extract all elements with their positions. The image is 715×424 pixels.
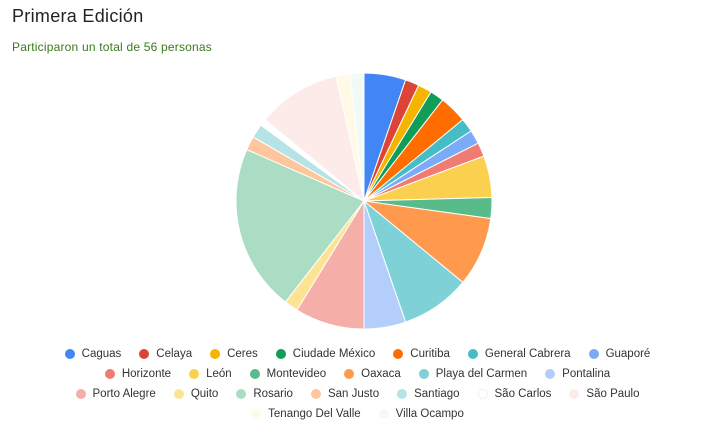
legend-label: São Paulo [586,388,640,400]
legend-label: Tenango Del Valle [268,408,361,420]
legend-swatch [310,389,321,399]
legend-swatch [569,389,580,399]
legend-item-leon[interactable]: León [189,368,232,380]
legend-label: General Cabrera [484,348,571,360]
legend-swatch [378,409,389,419]
legend-swatch [344,369,355,379]
legend-swatch [210,349,221,359]
legend-item-quito[interactable]: Quito [173,388,219,400]
chart-title: Primera Edición [12,6,144,26]
legend-item-general-cabrera[interactable]: General Cabrera [467,348,571,360]
legend-label: Pontalina [562,368,611,380]
legend-item-sao-paulo[interactable]: São Paulo [569,388,639,400]
legend-item-santiago[interactable]: Santiago [397,388,460,400]
legend-item-san-justo[interactable]: San Justo [310,388,380,400]
legend-swatch [75,389,86,399]
legend-label: Horizonte [121,368,172,380]
legend-item-oaxaca[interactable]: Oaxaca [344,368,401,380]
legend-label: Rosario [253,388,293,400]
legend-item-celaya[interactable]: Celaya [139,348,192,360]
legend-label: Ceres [227,348,258,360]
legend-label: Caguas [81,348,122,360]
legend-swatch [189,369,200,379]
legend-row: Horizonte León Montevideo Oaxaca Playa del C… [0,364,715,384]
legend-swatch [139,349,150,359]
legend-item-ciudade-mexico[interactable]: Ciudade México [275,348,376,360]
legend-swatch [251,409,262,419]
legend-swatch [477,389,488,399]
legend-item-montevideo[interactable]: Montevideo [249,368,327,380]
legend-swatch [64,349,75,359]
legend-swatch [104,369,115,379]
legend-item-caguas[interactable]: Caguas [64,348,122,360]
legend-label: Santiago [414,388,460,400]
legend-swatch [588,349,599,359]
legend-item-villa-ocampo[interactable]: Villa Ocampo [378,408,464,420]
legend-swatch [275,349,286,359]
legend-item-tenango-del-valle[interactable]: Tenango Del Valle [251,408,361,420]
pie-slice-sao-paulo[interactable] [264,75,365,203]
legend-item-horizonte[interactable]: Horizonte [104,368,172,380]
legend-item-curitiba[interactable]: Curitiba [393,348,450,360]
legend-label: Porto Alegre [92,388,156,400]
legend-swatch [236,389,247,399]
legend-item-porto-alegre[interactable]: Porto Alegre [75,388,156,400]
legend-label: Villa Ocampo [395,408,464,420]
legend-label: Quito [190,388,219,400]
legend-row: Tenango Del Valle Villa Ocampo [0,404,715,424]
legend-label: Celaya [156,348,193,360]
legend-item-guapore[interactable]: Guaporé [588,348,651,360]
legend-swatch [173,389,184,399]
legend-label: Guaporé [605,348,651,360]
legend-swatch [545,369,556,379]
legend-item-playa-del-carmen[interactable]: Playa del Carmen [418,368,528,380]
legend-swatch [249,369,260,379]
legend-item-ceres[interactable]: Ceres [210,348,258,360]
legend-row: Caguas Celaya Ceres Ciudade México Curitiba G… [0,344,715,364]
legend-label: Montevideo [266,368,327,380]
legend-item-rosario[interactable]: Rosario [236,388,293,400]
pie-slice-villa-ocampo[interactable] [349,72,365,202]
legend-swatch [397,389,408,399]
pie-slice-rosario[interactable] [235,148,365,303]
legend-item-pontalina[interactable]: Pontalina [545,368,610,380]
legend-label: São Carlos [494,388,552,400]
chart-subtitle: Participaron un total de 56 personas [12,40,212,54]
chart-legend: Caguas Celaya Ceres Ciudade México Curitiba G… [0,344,715,424]
legend-item-sao-carlos[interactable]: São Carlos [477,388,552,400]
legend-swatch [393,349,404,359]
legend-row: Porto Alegre Quito Rosario San Justo Santiag… [0,384,715,404]
legend-label: Curitiba [410,348,450,360]
legend-swatch [467,349,478,359]
legend-label: Playa del Carmen [435,368,528,380]
legend-swatch [418,369,429,379]
legend-label: Oaxaca [361,368,401,380]
legend-label: Ciudade México [292,348,376,360]
legend-label: León [206,368,232,380]
legend-label: San Justo [327,388,380,400]
